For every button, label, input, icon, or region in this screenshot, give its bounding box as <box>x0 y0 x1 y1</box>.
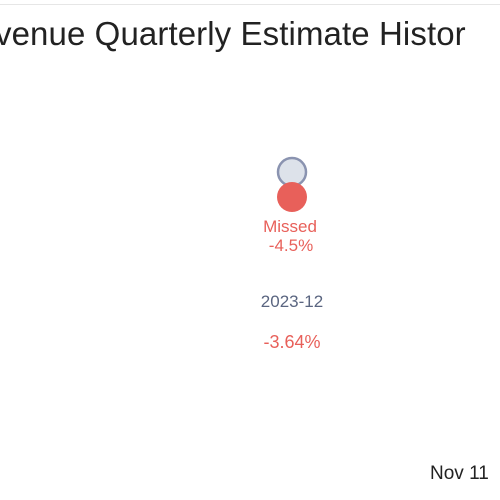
chart-title: venue Quarterly Estimate Histor <box>0 15 466 52</box>
x-tick-label: 2023-12 <box>261 292 323 311</box>
footer-date-label: Nov 11 <box>430 463 489 484</box>
top-divider <box>0 4 500 5</box>
price-change-label: -3.64% <box>263 332 320 352</box>
surprise-status-label: Missed <box>263 217 317 236</box>
actual-marker <box>277 181 307 212</box>
surprise-percent-label: -4.5% <box>269 236 313 255</box>
estimate-marker <box>276 156 308 188</box>
